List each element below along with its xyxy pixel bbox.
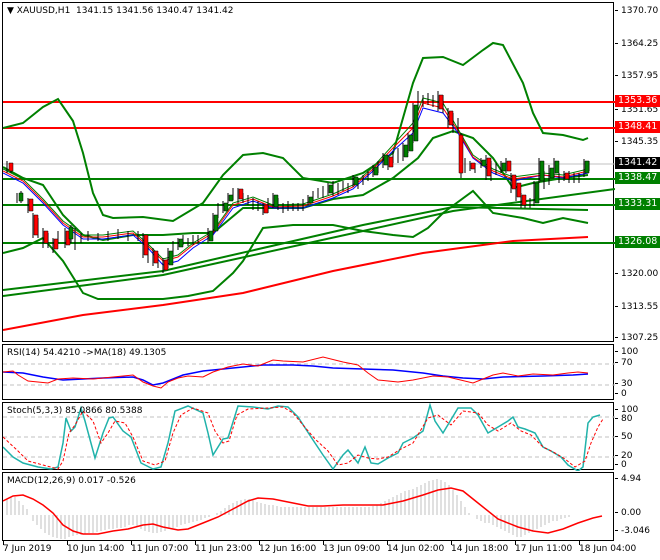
symbol-label: XAUUSD,H1 [16, 6, 71, 16]
rsi-plot [3, 356, 615, 389]
macd-tick: 0.00 [615, 508, 641, 519]
collapse-triangle-icon[interactable]: ▼ [7, 6, 14, 16]
macd-tick: -3.046 [615, 526, 650, 537]
stoch-axis: 100 80 50 20 0 [615, 402, 660, 470]
price-tick: 1345.35 [615, 137, 658, 148]
time-label: 7 Jun 2019 [3, 541, 52, 554]
time-label: 12 Jun 16:00 [259, 541, 317, 554]
price-tick: 1364.25 [615, 39, 658, 50]
level-badge-support-2: 1333.31 [615, 198, 660, 210]
candlesticks [6, 91, 590, 273]
macd-signal-line [3, 487, 603, 535]
price-tick: 1357.95 [615, 71, 658, 82]
rsi-tick: 30 [615, 379, 632, 390]
macd-pane[interactable]: MACD(12,26,9) 0.017 -0.526 [2, 472, 614, 541]
stoch-plot [3, 403, 615, 471]
level-badge-support-3: 1326.08 [615, 236, 660, 248]
bollinger-lower [3, 189, 589, 300]
time-label: 18 Jun 04:00 [579, 541, 637, 554]
stoch-tick: 0 [615, 460, 627, 471]
ohlc-values: 1341.15 1341.56 1340.47 1341.42 [76, 6, 234, 16]
time-label: 11 Jun 07:00 [131, 541, 189, 554]
price-tick: 1320.00 [615, 269, 658, 280]
price-chart-pane[interactable]: ▼ XAUUSD,H1 1341.15 1341.56 1340.47 1341… [2, 2, 615, 342]
time-label: 14 Jun 02:00 [387, 541, 445, 554]
time-label: 10 Jun 14:00 [67, 541, 125, 554]
macd-tick: 4.94 [615, 474, 641, 485]
time-label: 11 Jun 23:00 [195, 541, 253, 554]
macd-plot [3, 479, 603, 539]
chart-title: ▼ XAUUSD,H1 1341.15 1341.56 1340.47 1341… [7, 6, 233, 16]
stoch-tick: 50 [615, 432, 632, 443]
level-badge-resistance-2: 1348.41 [615, 121, 660, 133]
moving-average-200 [3, 236, 589, 331]
macd-axis: 4.94 0.00 -3.046 [615, 472, 660, 541]
rsi-pane[interactable]: RSI(14) 54.4210 ->MA(18) 49.1305 [2, 344, 615, 400]
rsi-axis: 100 70 30 0 [615, 344, 660, 400]
time-label: 17 Jun 11:00 [515, 541, 573, 554]
stoch-tick: 20 [615, 451, 632, 462]
rsi-title: RSI(14) 54.4210 ->MA(18) 49.1305 [7, 348, 167, 358]
level-badge-resistance-1: 1353.36 [615, 95, 660, 107]
price-tick: 1313.55 [615, 302, 658, 313]
price-plot [3, 41, 615, 331]
macd-title: MACD(12,26,9) 0.017 -0.526 [7, 476, 136, 486]
price-tick: 1307.25 [615, 333, 658, 344]
time-label: 14 Jun 18:00 [451, 541, 509, 554]
time-axis: 7 Jun 2019 10 Jun 14:00 11 Jun 07:00 11 … [0, 541, 660, 560]
bollinger-upper [3, 41, 589, 223]
price-axis: 1370.70 1364.25 1357.95 1351.65 1345.35 … [615, 2, 660, 344]
rsi-tick: 100 [615, 347, 638, 358]
stoch-tick: 100 [615, 405, 638, 416]
current-price-badge: 1341.42 [615, 157, 660, 169]
stochastic-pane[interactable]: Stoch(5,3,3) 85.0866 80.5388 [2, 402, 615, 471]
level-badge-support-1: 1338.47 [615, 172, 660, 184]
rsi-tick: 0 [615, 389, 627, 400]
stoch-title: Stoch(5,3,3) 85.0866 80.5388 [7, 406, 143, 416]
trend-line-2 [3, 205, 589, 291]
price-tick: 1370.70 [615, 6, 658, 17]
stoch-tick: 80 [615, 414, 632, 425]
time-label: 13 Jun 09:00 [323, 541, 381, 554]
rsi-tick: 70 [615, 358, 632, 369]
price-tick: 1351.65 [615, 105, 658, 116]
